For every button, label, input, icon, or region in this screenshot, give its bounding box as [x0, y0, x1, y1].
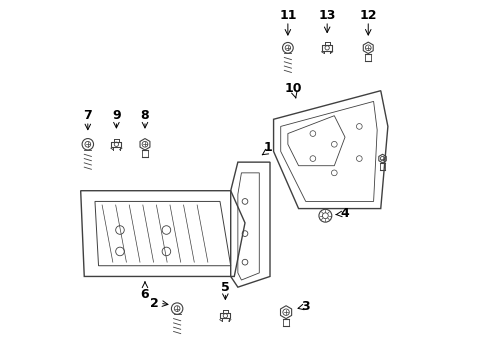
- Text: 13: 13: [318, 9, 336, 22]
- Text: 6: 6: [141, 288, 149, 301]
- Text: 1: 1: [264, 141, 272, 154]
- Text: 11: 11: [279, 9, 296, 22]
- Bar: [111, 141, 122, 147]
- Bar: [322, 45, 332, 50]
- Text: 12: 12: [360, 9, 377, 22]
- Text: 10: 10: [285, 82, 302, 95]
- Text: 3: 3: [301, 300, 310, 313]
- Text: 4: 4: [341, 207, 349, 220]
- Text: 9: 9: [112, 109, 121, 122]
- Text: 2: 2: [149, 297, 158, 310]
- Text: 5: 5: [221, 281, 230, 294]
- Bar: [220, 313, 230, 319]
- Text: 7: 7: [83, 109, 92, 122]
- Text: 8: 8: [141, 109, 149, 122]
